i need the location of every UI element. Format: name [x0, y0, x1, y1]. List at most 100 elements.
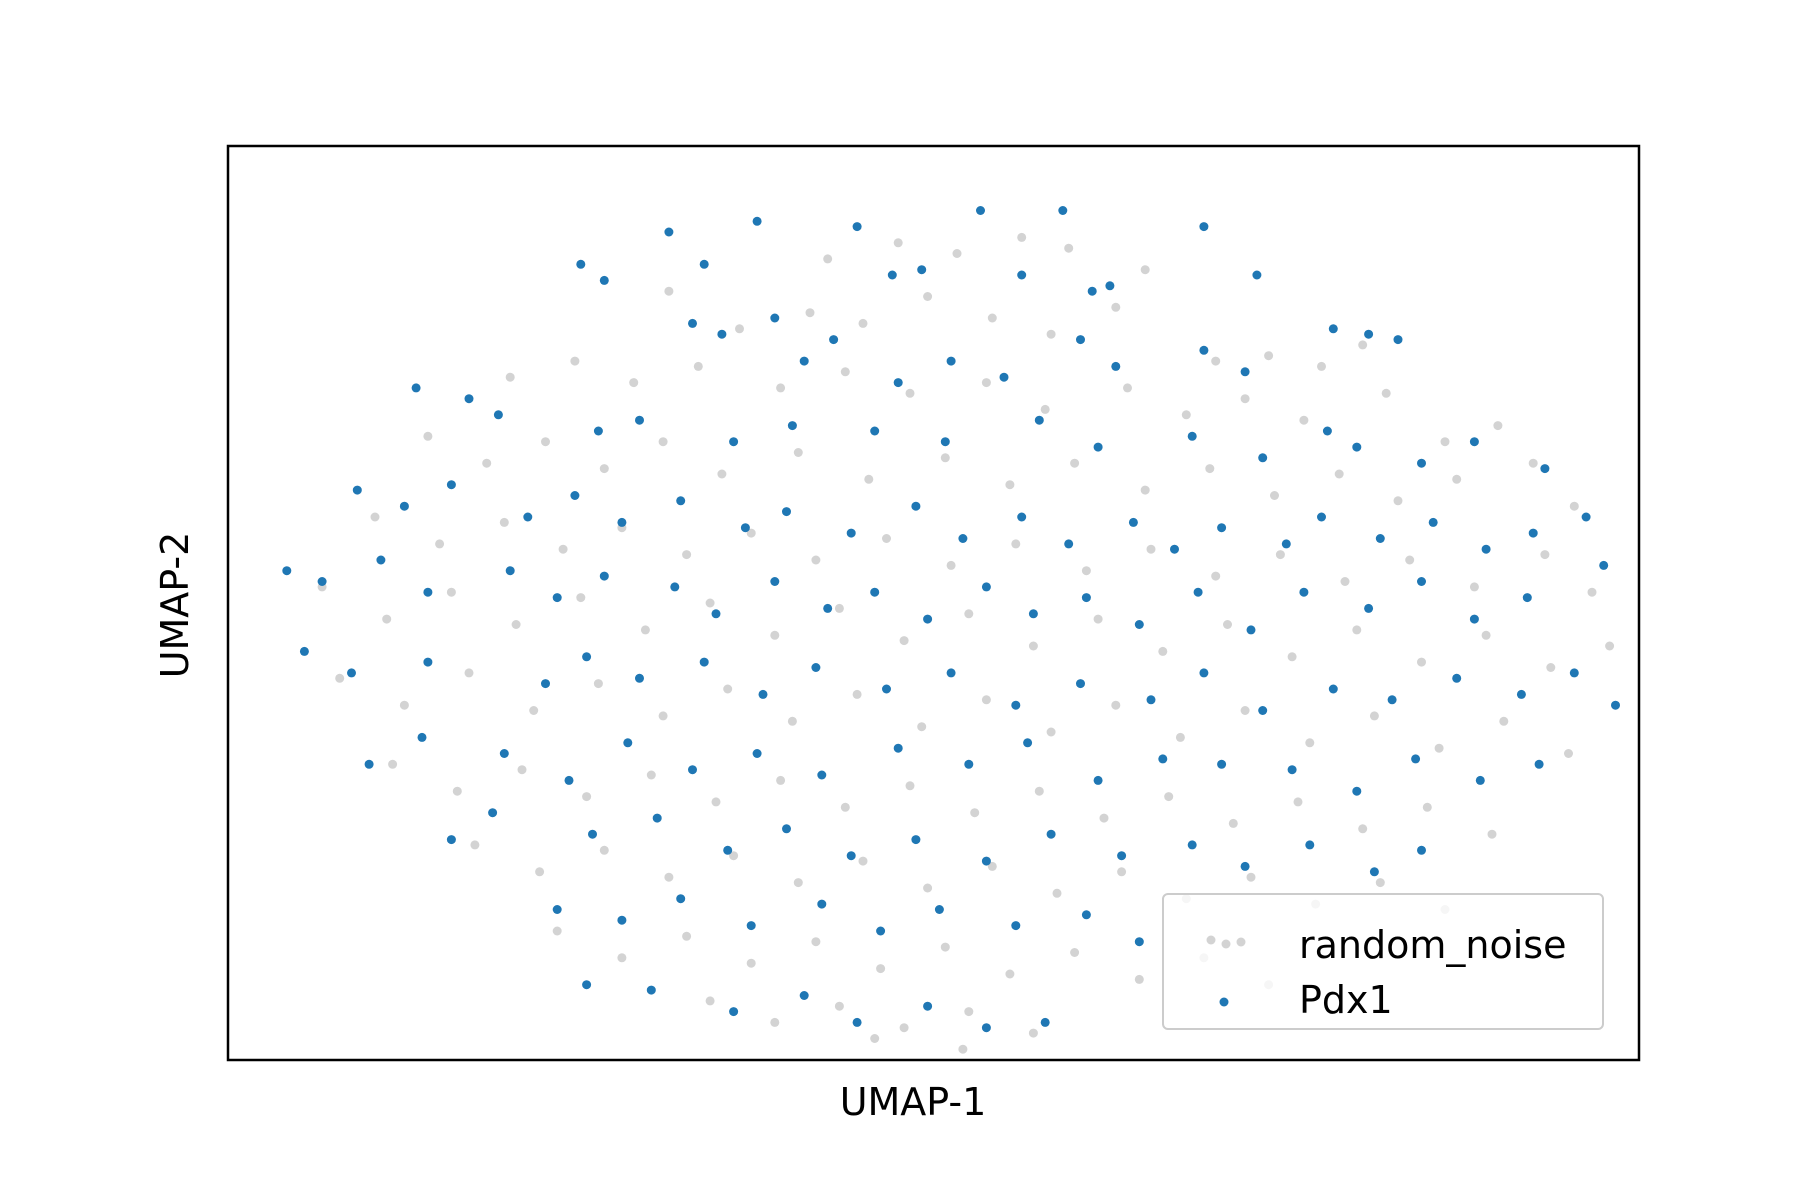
data-point — [829, 335, 839, 345]
data-point — [1299, 415, 1309, 425]
data-point — [505, 372, 515, 382]
data-point — [946, 356, 956, 366]
data-point — [423, 657, 433, 667]
data-point — [858, 856, 868, 866]
data-point — [893, 238, 903, 248]
data-point — [981, 582, 991, 592]
data-point — [976, 206, 985, 215]
data-point — [964, 759, 974, 769]
data-point — [1417, 577, 1426, 586]
data-point — [1569, 668, 1579, 678]
data-point — [1393, 496, 1403, 506]
data-point — [770, 1017, 780, 1027]
data-point — [382, 614, 392, 624]
data-point — [1405, 555, 1415, 565]
data-point — [1017, 270, 1027, 280]
data-point — [1205, 464, 1215, 474]
data-point — [746, 528, 756, 538]
data-point — [1364, 329, 1374, 339]
data-point — [317, 577, 327, 586]
data-point — [376, 555, 386, 565]
data-point — [799, 991, 809, 1000]
data-point — [1117, 851, 1127, 861]
data-point — [787, 421, 797, 431]
data-point — [940, 437, 950, 447]
data-point — [981, 856, 991, 866]
data-point — [817, 899, 827, 909]
data-point — [688, 765, 697, 775]
data-point — [1428, 517, 1438, 527]
data-point — [1046, 727, 1056, 737]
data-point — [876, 926, 886, 936]
legend-entry-random-noise: random_noise — [1164, 920, 1602, 970]
legend-marker-random-noise — [1206, 935, 1246, 949]
data-point — [664, 872, 674, 882]
data-point — [970, 808, 980, 818]
data-point — [529, 706, 539, 715]
data-point — [1540, 550, 1550, 560]
data-point — [1317, 512, 1326, 522]
data-point — [552, 926, 562, 936]
data-point — [570, 491, 580, 500]
data-point — [652, 813, 662, 823]
data-point — [1064, 243, 1074, 253]
data-point — [1493, 421, 1503, 431]
points-layer — [282, 206, 1620, 1054]
data-point — [1305, 738, 1315, 748]
data-point — [1317, 361, 1326, 371]
data-point — [893, 378, 903, 388]
data-point — [1199, 222, 1209, 232]
data-point — [1546, 663, 1556, 672]
data-point — [946, 668, 956, 678]
data-point — [1023, 738, 1033, 748]
data-point — [987, 861, 997, 871]
data-point — [1199, 345, 1209, 355]
data-point — [1158, 646, 1168, 656]
data-point — [1028, 1028, 1038, 1038]
data-point — [552, 593, 562, 603]
data-point — [423, 587, 433, 597]
data-point — [1252, 270, 1262, 280]
data-point — [1358, 340, 1368, 350]
data-point — [1034, 415, 1044, 425]
data-point — [846, 851, 856, 861]
data-point — [752, 749, 762, 758]
data-point — [499, 517, 509, 527]
data-point — [1193, 587, 1203, 597]
data-point — [1099, 813, 1109, 823]
data-point — [1046, 329, 1056, 339]
data-point — [852, 689, 862, 699]
data-point — [664, 227, 674, 237]
data-point — [1611, 700, 1620, 710]
data-point — [1340, 577, 1350, 586]
data-point — [1469, 614, 1479, 624]
data-point — [1117, 867, 1127, 877]
data-point — [846, 528, 856, 538]
data-point — [729, 437, 739, 447]
data-point — [746, 958, 756, 968]
data-point — [446, 480, 456, 490]
data-point — [1299, 587, 1309, 597]
data-point — [911, 501, 921, 511]
data-point — [1240, 861, 1250, 871]
data-point — [923, 1001, 933, 1011]
data-point — [1364, 603, 1374, 613]
data-point — [1352, 625, 1362, 635]
data-point — [370, 512, 380, 522]
data-point — [541, 679, 550, 689]
data-point — [1599, 560, 1609, 570]
data-point — [335, 673, 345, 683]
y-axis-label: UMAP-2 — [153, 531, 197, 679]
data-point — [1011, 700, 1021, 710]
data-point — [399, 700, 409, 710]
x-axis-label: UMAP-1 — [839, 1080, 987, 1124]
legend: random_noise Pdx1 — [1162, 893, 1604, 1030]
data-point — [705, 996, 715, 1006]
data-point — [981, 1023, 991, 1033]
data-point — [635, 673, 644, 683]
data-point — [946, 560, 956, 570]
data-point — [811, 663, 821, 672]
data-point — [299, 646, 309, 656]
data-point — [1134, 937, 1144, 947]
